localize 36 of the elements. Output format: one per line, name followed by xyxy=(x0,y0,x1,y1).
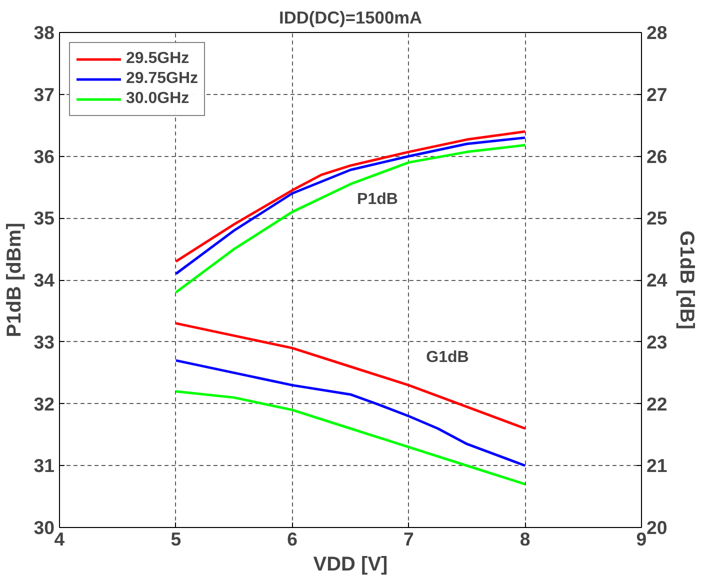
y2-tick-label: 25 xyxy=(646,208,668,229)
y-axis-title: P1dB [dBm] xyxy=(4,222,26,338)
y2-tick-label: 24 xyxy=(646,270,668,290)
annotation: P1dB xyxy=(357,191,398,208)
y2-tick-label: 27 xyxy=(646,84,668,105)
line-series xyxy=(174,390,526,486)
y2-tick-label: 22 xyxy=(646,393,668,414)
legend-label: 29.5GHz xyxy=(126,50,190,68)
line-series xyxy=(174,322,526,430)
legend-label: 30.0GHz xyxy=(126,90,190,108)
y-tick-label: 35 xyxy=(34,208,55,229)
y-tick-label: 33 xyxy=(34,331,55,352)
chart-title: IDD(DC)=1500mA xyxy=(279,8,422,28)
y-tick-label: 32 xyxy=(34,393,55,414)
x-tick-label: 8 xyxy=(520,528,530,550)
x-tick-label: 9 xyxy=(636,528,647,550)
x-tick-label: 6 xyxy=(287,528,298,550)
y2-axis-title: G1dB [dB] xyxy=(675,230,698,330)
legend-label: 29.75GHz xyxy=(126,70,198,88)
y2-tick-label: 23 xyxy=(646,331,668,352)
y2-tick-label: 28 xyxy=(646,22,668,43)
y2-tick-label: 21 xyxy=(646,455,668,476)
x-tick-label: 5 xyxy=(170,528,182,550)
y-tick-label: 31 xyxy=(34,455,55,476)
x-tick-label: 4 xyxy=(54,528,66,550)
x-axis-title: VDD [V] xyxy=(313,554,388,576)
x-tick-label: 7 xyxy=(404,528,414,550)
y-tick-label: 38 xyxy=(34,22,55,43)
y2-tick-label: 20 xyxy=(646,517,668,538)
y2-tick-label: 26 xyxy=(646,146,668,167)
y-tick-label: 36 xyxy=(34,146,55,167)
y-tick-label: 37 xyxy=(34,84,55,105)
annotation: G1dB xyxy=(426,349,469,366)
y-tick-label: 34 xyxy=(34,270,56,290)
y-tick-label: 30 xyxy=(34,517,55,538)
line-series xyxy=(174,144,526,294)
